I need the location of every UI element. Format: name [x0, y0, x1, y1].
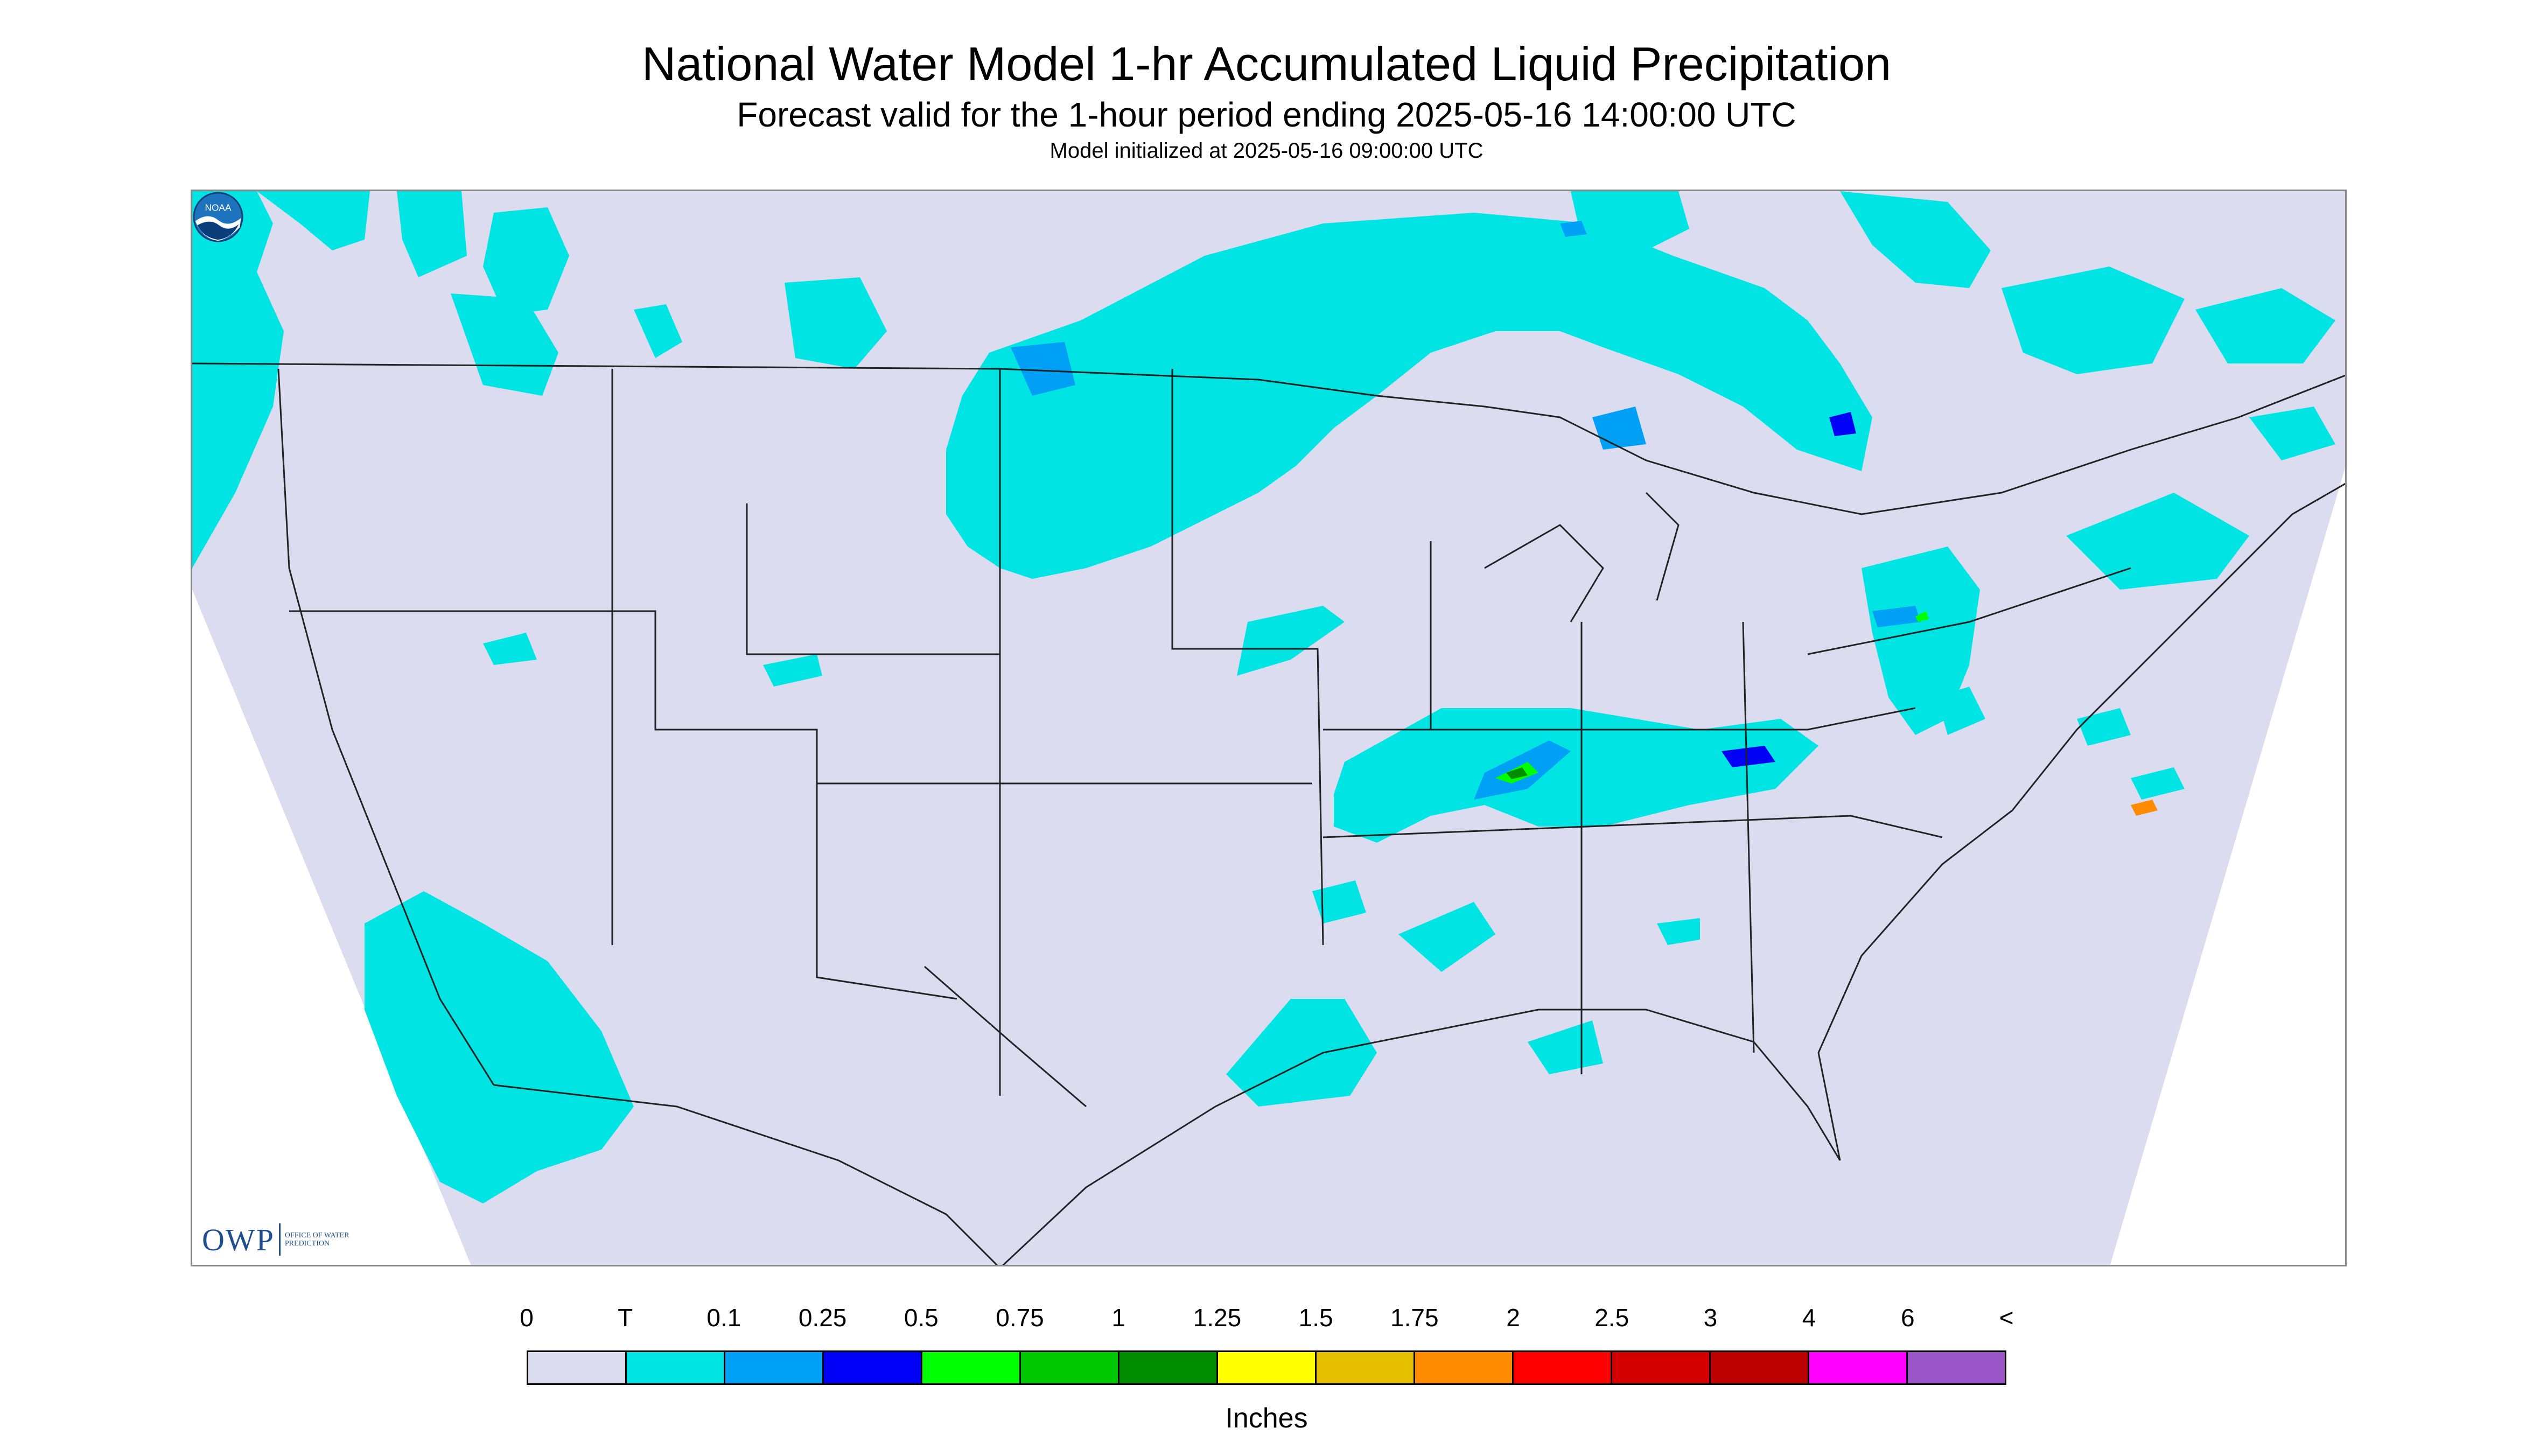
owp-logo-text: OWP	[202, 1222, 275, 1257]
legend-swatch	[1908, 1352, 2005, 1383]
legend-swatch	[1612, 1352, 1711, 1383]
legend-label: 2	[1506, 1304, 1520, 1332]
legend-swatch	[1809, 1352, 1908, 1383]
legend-label: 1.75	[1390, 1304, 1439, 1332]
legend-swatch	[1711, 1352, 1809, 1383]
legend-label: 0.1	[706, 1304, 741, 1332]
owp-logo-subtext: OFFICE OF WATER PREDICTION	[284, 1231, 349, 1248]
legend-label: 0.75	[996, 1304, 1044, 1332]
legend-units: Inches	[1225, 1403, 1308, 1434]
legend-label: <	[1999, 1304, 2014, 1332]
legend-label: T	[618, 1304, 633, 1332]
legend-swatch	[1021, 1352, 1119, 1383]
owp-logo-divider	[278, 1223, 281, 1256]
legend-label: 1	[1111, 1304, 1125, 1332]
legend-swatch	[1317, 1352, 1415, 1383]
legend-label: 6	[1901, 1304, 1915, 1332]
precip-heavier-areas	[1011, 221, 2158, 816]
legend-label: 0.5	[904, 1304, 939, 1332]
legend-label: 2.5	[1594, 1304, 1629, 1332]
map-canvas	[192, 191, 2345, 1265]
legend-label: 1.25	[1193, 1304, 1242, 1332]
legend-swatches	[527, 1350, 2006, 1385]
map-subtitle: Forecast valid for the 1-hour period end…	[737, 95, 1796, 134]
legend-swatch	[1415, 1352, 1514, 1383]
legend-label: 0	[520, 1304, 534, 1332]
precipitation-map: OWP OFFICE OF WATER PREDICTION NOAA	[191, 190, 2347, 1266]
legend-swatch	[1218, 1352, 1317, 1383]
legend-swatch	[922, 1352, 1021, 1383]
noaa-logo: NOAA	[193, 192, 243, 242]
color-legend: 0 T 0.1 0.25 0.5 0.75 1 1.25 1.5 1.75 2 2.5 3 4 6 <	[520, 1303, 2013, 1389]
legend-swatch	[1119, 1352, 1218, 1383]
precip-trace-areas	[192, 191, 2335, 1203]
map-title: National Water Model 1-hr Accumulated Li…	[641, 37, 1892, 90]
legend-label: 4	[1802, 1304, 1816, 1332]
owp-logo: OWP OFFICE OF WATER PREDICTION	[202, 1221, 355, 1258]
model-domain	[192, 191, 2345, 1265]
legend-swatch	[824, 1352, 922, 1383]
noaa-logo-text: NOAA	[205, 202, 232, 213]
boundary-lines	[192, 362, 2345, 1265]
legend-label: 0.25	[798, 1304, 847, 1332]
legend-label: 3	[1703, 1304, 1718, 1332]
legend-swatch	[725, 1352, 824, 1383]
model-init-time: Model initialized at 2025-05-16 09:00:00…	[1049, 139, 1484, 163]
legend-swatch	[1514, 1352, 1612, 1383]
legend-swatch	[528, 1352, 627, 1383]
legend-swatch	[627, 1352, 725, 1383]
legend-label: 1.5	[1298, 1304, 1333, 1332]
